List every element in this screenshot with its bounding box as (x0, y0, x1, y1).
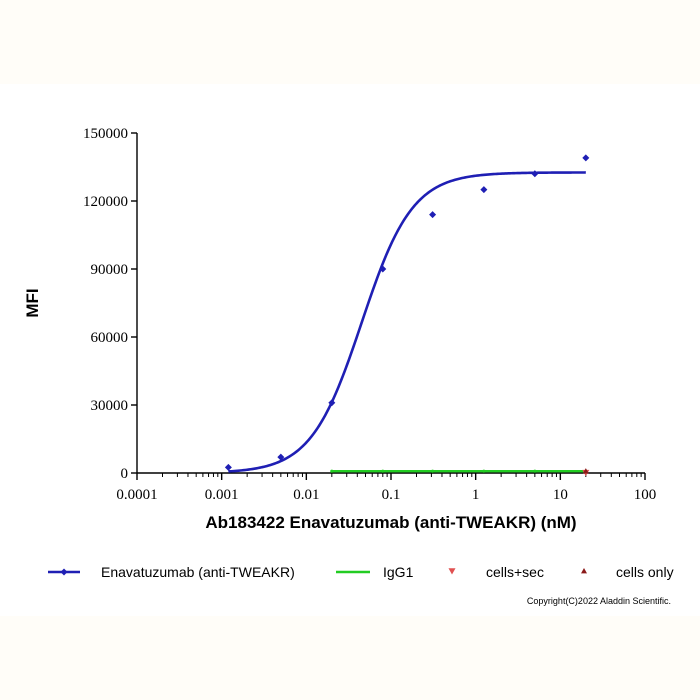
y-ticks: 0 30000 60000 90000 120000 150000 (83, 126, 137, 482)
point-enavatuzumab (328, 399, 336, 407)
point-enavatuzumab (277, 453, 285, 461)
y-tick-label: 30000 (91, 398, 129, 414)
x-tick-label: 10 (553, 487, 568, 503)
legend-label: IgG1 (383, 564, 414, 580)
y-tick-label: 0 (121, 466, 129, 482)
axes (136, 133, 645, 474)
series-layer (224, 154, 590, 477)
x-tick-label: 0.01 (293, 487, 319, 503)
legend-label: cells only (616, 564, 674, 580)
legend-marker-cells-sec (448, 568, 456, 575)
point-enavatuzumab (582, 154, 590, 162)
y-tick-label: 120000 (83, 194, 128, 210)
x-tick-label: 0.001 (205, 487, 239, 503)
fit-curve-enavatuzumab (228, 171, 586, 473)
legend-label: Enavatuzumab (anti-TWEAKR) (101, 564, 295, 580)
x-tick-label: 0.1 (382, 487, 401, 503)
x-tick-label: 0.0001 (116, 487, 157, 503)
x-axis-label: Ab183422 Enavatuzumab (anti-TWEAKR) (nM) (205, 513, 576, 532)
legend-marker-enavatuzumab (60, 568, 68, 576)
point-enavatuzumab (480, 186, 488, 194)
legend: Enavatuzumab (anti-TWEAKR) IgG1 cells+sec c… (48, 564, 674, 580)
legend-marker-cells-only (581, 568, 587, 574)
point-enavatuzumab (379, 265, 387, 273)
point-igg1 (482, 469, 486, 473)
point-enavatuzumab (224, 463, 232, 471)
x-tick-label: 100 (634, 487, 657, 503)
y-tick-label: 150000 (83, 126, 128, 142)
point-enavatuzumab (531, 170, 539, 178)
point-igg1 (330, 469, 334, 473)
x-ticks: 0.0001 0.001 0.01 0.1 1 10 100 (116, 473, 656, 503)
legend-label: cells+sec (486, 564, 544, 580)
y-tick-label: 60000 (91, 330, 129, 346)
point-cells-only (582, 468, 589, 474)
x-tick-label: 1 (472, 487, 480, 503)
copyright-text: Copyright(C)2022 Aladdin Scientific. (527, 596, 671, 606)
y-axis-label: MFI (23, 288, 42, 317)
y-tick-label: 90000 (91, 262, 129, 278)
point-igg1 (533, 469, 537, 473)
point-enavatuzumab (429, 211, 437, 219)
point-igg1 (431, 469, 435, 473)
point-igg1 (381, 469, 385, 473)
